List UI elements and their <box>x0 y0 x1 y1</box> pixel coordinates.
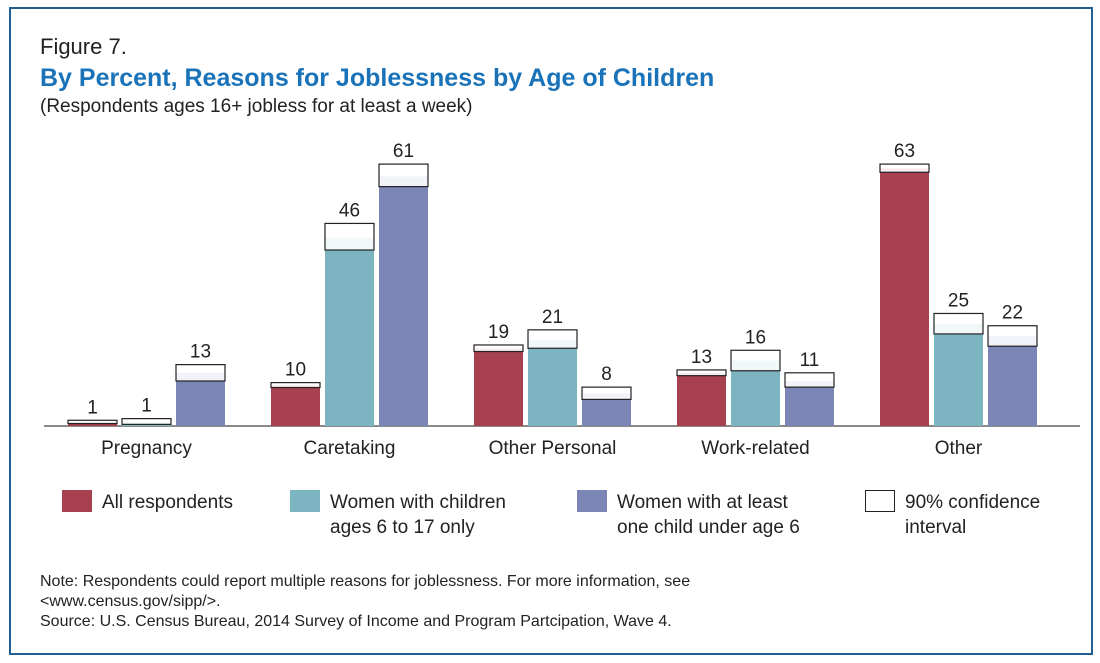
category-label-3: Work-related <box>701 438 809 459</box>
bar-2-1 <box>528 340 577 426</box>
data-label-1-0: 10 <box>285 360 306 381</box>
legend-label-women-children-6-17-line1: Women with children <box>330 492 507 513</box>
chart-notes: Note: Respondents could report multiple … <box>40 572 690 632</box>
ci-box-2-1 <box>527 329 578 349</box>
data-label-3-1: 16 <box>745 327 766 348</box>
ci-box-3-1 <box>730 349 781 372</box>
bar-3-0 <box>677 372 726 426</box>
note-line-2: <www.census.gov/sipp/>. <box>40 593 221 610</box>
bar-1-1 <box>325 237 374 426</box>
legend-item-all-respondents: All respondents <box>62 490 233 515</box>
legend-label-all-respondents: All respondents <box>102 492 233 513</box>
data-label-4-0: 63 <box>894 141 915 162</box>
ci-box-4-1 <box>933 312 984 335</box>
bar-4-1 <box>934 323 983 426</box>
bar-4-0 <box>880 168 929 426</box>
data-label-0-0: 1 <box>87 397 98 418</box>
figure-label: Figure 7. <box>40 34 127 59</box>
bar-3-1 <box>731 360 780 426</box>
legend-label-women-child-under-6-line2: one child under age 6 <box>617 517 800 538</box>
note-line-1: Note: Respondents could report multiple … <box>40 573 691 590</box>
legend-swatch-women-children-6-17 <box>290 490 320 512</box>
data-label-0-1: 1 <box>141 396 152 417</box>
data-label-2-2: 8 <box>601 364 612 385</box>
legend-label-confidence-interval-line2: interval <box>905 517 967 538</box>
legend-item-women-children-6-17: Women with children ages 6 to 17 only <box>290 490 506 540</box>
bar-4-2 <box>988 335 1037 426</box>
legend-swatch-women-child-under-6 <box>577 490 607 512</box>
chart-subtitle: (Respondents ages 16+ jobless for at lea… <box>40 96 473 117</box>
chart-title: By Percent, Reasons for Joblessness by A… <box>40 64 715 92</box>
category-label-1: Caretaking <box>304 438 396 459</box>
ci-box-0-2 <box>175 364 226 382</box>
ci-box-2-0 <box>473 344 524 353</box>
legend-swatch-all-respondents <box>62 490 92 512</box>
data-label-1-1: 46 <box>339 200 360 221</box>
ci-box-2-2 <box>581 386 632 401</box>
ci-box-3-0 <box>676 369 727 377</box>
data-label-4-2: 22 <box>1002 303 1023 324</box>
ci-box-1-2 <box>378 163 429 188</box>
legend-item-confidence-interval: 90% confidence interval <box>865 490 1040 540</box>
legend-swatch-confidence-interval <box>865 490 895 512</box>
bar-chart: 1 113Pregnancy104661Caretaking19218Other … <box>44 141 1080 459</box>
data-label-2-0: 19 <box>488 322 509 343</box>
bar-3-2 <box>785 380 834 426</box>
data-label-0-2: 13 <box>190 342 211 363</box>
ci-box-4-2 <box>987 325 1038 347</box>
bar-1-0 <box>271 385 320 426</box>
category-label-4: Other <box>935 438 983 459</box>
data-label-2-1: 21 <box>542 307 563 328</box>
legend-label-confidence-interval-line1: 90% confidence <box>905 492 1041 513</box>
ci-box-1-1 <box>324 222 375 251</box>
ci-box-4-0 <box>879 163 930 173</box>
ci-box-1-0 <box>270 382 321 389</box>
data-label-3-0: 13 <box>691 347 712 368</box>
category-label-2: Other Personal <box>489 438 617 459</box>
legend-item-women-child-under-6: Women with at least one child under age … <box>577 490 800 540</box>
data-label-4-1: 25 <box>948 290 969 311</box>
bar-1-2 <box>379 176 428 426</box>
ci-box-3-2 <box>784 372 835 388</box>
legend-label-women-children-6-17-line2: ages 6 to 17 only <box>330 517 475 538</box>
data-label-1-2: 61 <box>393 141 414 162</box>
legend: All respondents Women with children ages… <box>0 490 1100 550</box>
bar-2-0 <box>474 348 523 426</box>
legend-label-women-child-under-6-line1: Women with at least <box>617 492 788 513</box>
ci-box-0-1 <box>121 418 172 425</box>
category-label-0: Pregnancy <box>101 438 192 459</box>
data-label-3-2: 11 <box>800 350 820 371</box>
bar-0-2 <box>176 372 225 426</box>
source-line: Source: U.S. Census Bureau, 2014 Survey … <box>40 613 672 630</box>
ci-box-0-0 <box>67 419 118 425</box>
